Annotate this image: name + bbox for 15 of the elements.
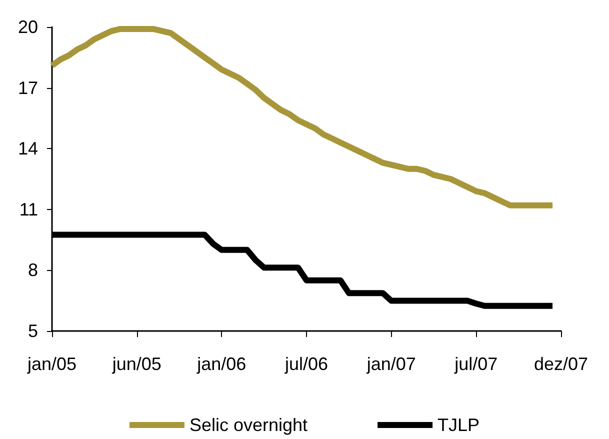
y-tick-label: 5 (28, 321, 38, 341)
x-tick-label: jan/06 (196, 354, 246, 374)
x-tick-label: dez/07 (534, 354, 588, 374)
y-tick-label: 8 (28, 260, 38, 280)
legend-label: TJLP (438, 415, 480, 435)
x-tick-label: jun/05 (111, 354, 162, 374)
x-tick-label: jul/07 (454, 354, 498, 374)
y-tick-label: 14 (18, 138, 38, 159)
legend-label: Selic overnight (189, 415, 308, 435)
x-tick-label: jan/07 (366, 354, 416, 374)
y-tick-label: 11 (19, 199, 38, 220)
y-tick-label: 17 (18, 78, 38, 98)
x-tick-label: jul/06 (284, 354, 328, 374)
y-tick-label: 20 (18, 17, 38, 37)
x-tick-label: jan/05 (26, 354, 77, 374)
